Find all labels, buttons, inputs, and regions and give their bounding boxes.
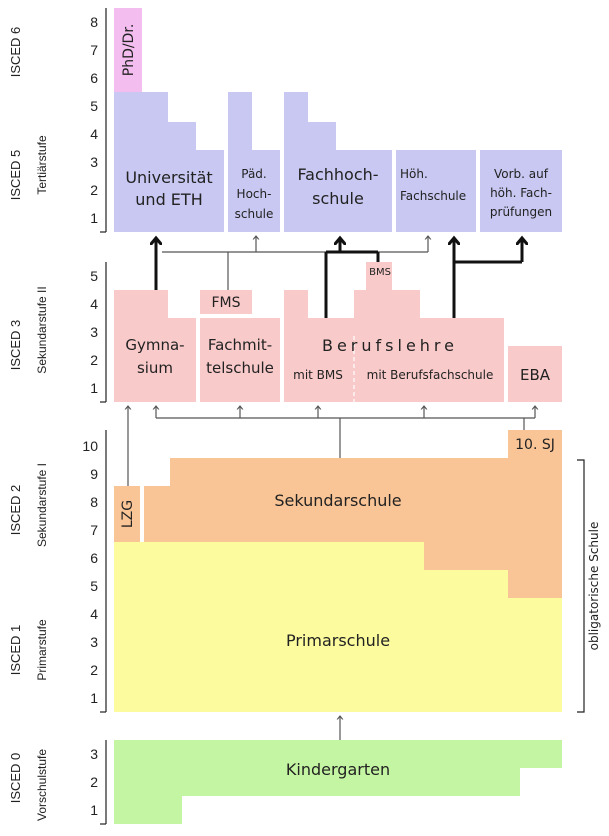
- isced5-label: ISCED 5: [8, 150, 23, 201]
- tick-label: 1: [90, 210, 98, 226]
- primarschule-block: [114, 542, 562, 712]
- lzg-block: [114, 486, 140, 542]
- tick-label: 6: [90, 70, 98, 86]
- tick-label: 2: [90, 662, 98, 678]
- paed-hochschule-label-2: Hoch-: [237, 187, 272, 201]
- tick-label: 3: [90, 324, 98, 340]
- hoehere-fachschule-block: [396, 150, 476, 232]
- tick-label: 4: [90, 606, 98, 622]
- tick-label: 1: [90, 380, 98, 396]
- tick-label: 8: [90, 494, 98, 510]
- vorbereitung-pruefungen-block: [480, 150, 562, 232]
- arrows-thin: [128, 236, 535, 740]
- fachhochschule-label-2: schule: [312, 189, 364, 208]
- tick-label: 3: [90, 634, 98, 650]
- tick-label: 10: [82, 438, 98, 454]
- hoehere-fachschule-label-2: Fachschule: [400, 189, 466, 203]
- primarschule-label: Primarschule: [286, 631, 390, 650]
- vorschulstufe-label: Vorschulstufe: [35, 749, 49, 821]
- berufslehre-block: [284, 262, 504, 402]
- preschool-blocks: Kindergarten: [114, 740, 562, 824]
- eba-block: [508, 346, 562, 402]
- fms-block: [200, 290, 252, 314]
- vorbereitung-label-1: Vorb. auf: [494, 167, 549, 181]
- phd-block: [114, 8, 142, 92]
- axes: [100, 8, 107, 825]
- isced3-label: ISCED 3: [8, 320, 23, 371]
- tick-label: 9: [90, 466, 98, 482]
- fms-label: FMS: [211, 295, 240, 311]
- tick-label: 5: [90, 268, 98, 284]
- bms-small-label: BMS: [369, 267, 391, 278]
- berufslehre-label: Berufslehre: [322, 336, 458, 355]
- tick-label: 4: [90, 296, 98, 312]
- compulsory-blocks: 10. SJ LZG Sekundarschule Primarschule o…: [114, 430, 601, 713]
- primarstufe-label: Primarstufe: [35, 619, 49, 681]
- gymnasium-label-2: sium: [137, 359, 173, 377]
- sekundarstufe1-label: Sekundarstufe I: [35, 463, 49, 547]
- universitaet-label-1: Universität: [125, 168, 212, 187]
- arrows-thick: [156, 238, 522, 318]
- tick-label: 2: [90, 352, 98, 368]
- lzg-label: LZG: [120, 500, 136, 528]
- zehntes-schuljahr-label: 10. SJ: [515, 437, 555, 453]
- fachmittelschule-label-1: Fachmit-: [208, 336, 272, 354]
- tick-label: 3: [90, 746, 98, 762]
- universitaet-label-2: und ETH: [135, 190, 202, 209]
- gymnasium-block: [114, 290, 196, 402]
- mit-berufsfachschule-label: mit Berufsfachschule: [367, 368, 494, 382]
- tick-label: 1: [90, 802, 98, 818]
- kindergarten-block: [114, 740, 562, 824]
- tick-label: 6: [90, 550, 98, 566]
- isced-labels: ISCED 6 ISCED 5 ISCED 3 ISCED 2 ISCED 1 …: [8, 27, 49, 821]
- sekundarschule-label: Sekundarschule: [274, 491, 401, 510]
- tick-label: 1: [90, 690, 98, 706]
- paed-hochschule-label-1: Päd.: [241, 167, 266, 181]
- hoehere-fachschule-label-1: Höh.: [400, 167, 428, 181]
- tick-labels-preschool: 1 2 3: [90, 746, 98, 818]
- phd-label: PhD/Dr.: [121, 24, 137, 77]
- tick-labels-secondary2: 1 2 3 4 5: [90, 268, 98, 396]
- paed-hochschule-label-3: schule: [235, 207, 274, 221]
- paed-hochschule-block: [228, 92, 280, 232]
- mit-bms-label: mit BMS: [293, 368, 343, 382]
- fachmittelschule-label-2: telschule: [206, 359, 274, 377]
- tick-label: 2: [90, 774, 98, 790]
- vorbereitung-label-2: höh. Fach-: [490, 186, 552, 200]
- isced1-label: ISCED 1: [8, 625, 23, 676]
- tick-label: 5: [90, 578, 98, 594]
- tertiaerstufe-label: Tertiärstufe: [35, 135, 49, 195]
- eba-label: EBA: [520, 366, 551, 384]
- fachhochschule-block: [284, 92, 392, 232]
- fachmittelschule-block: [200, 318, 280, 402]
- sekundarstufe2-label: Sekundarstufe II: [35, 286, 49, 373]
- tick-labels-tertiary: 1 2 3 4 5 6 7 8: [90, 14, 98, 226]
- tick-label: 7: [90, 42, 98, 58]
- universitaet-block: [114, 92, 224, 232]
- isced2-label: ISCED 2: [8, 485, 23, 536]
- kindergarten-label: Kindergarten: [286, 760, 390, 779]
- tick-label: 5: [90, 98, 98, 114]
- vorbereitung-label-3: prüfungen: [490, 205, 552, 219]
- isced0-label: ISCED 0: [8, 753, 23, 804]
- sekundarschule-block: [144, 458, 562, 598]
- tertiary-blocks: PhD/Dr. Universität und ETH Päd. Hoch- s…: [114, 8, 562, 232]
- tick-label: 2: [90, 182, 98, 198]
- tick-label: 4: [90, 126, 98, 142]
- isced6-label: ISCED 6: [8, 27, 23, 78]
- tick-label: 8: [90, 14, 98, 30]
- secondary2-blocks: Gymna- sium FMS Fachmit- telschule BMS B…: [114, 262, 562, 402]
- tick-labels-compulsory: 1 2 3 4 5 6 7 8 9 10: [82, 438, 98, 706]
- gymnasium-label-1: Gymna-: [125, 336, 184, 354]
- obligatorische-schule-bracket: [577, 459, 585, 713]
- zehntes-schuljahr-block: [508, 430, 562, 458]
- fachhochschule-label-1: Fachhoch-: [297, 165, 378, 184]
- tick-label: 3: [90, 154, 98, 170]
- tick-label: 7: [90, 522, 98, 538]
- obligatorische-schule-label: obligatorische Schule: [587, 522, 601, 651]
